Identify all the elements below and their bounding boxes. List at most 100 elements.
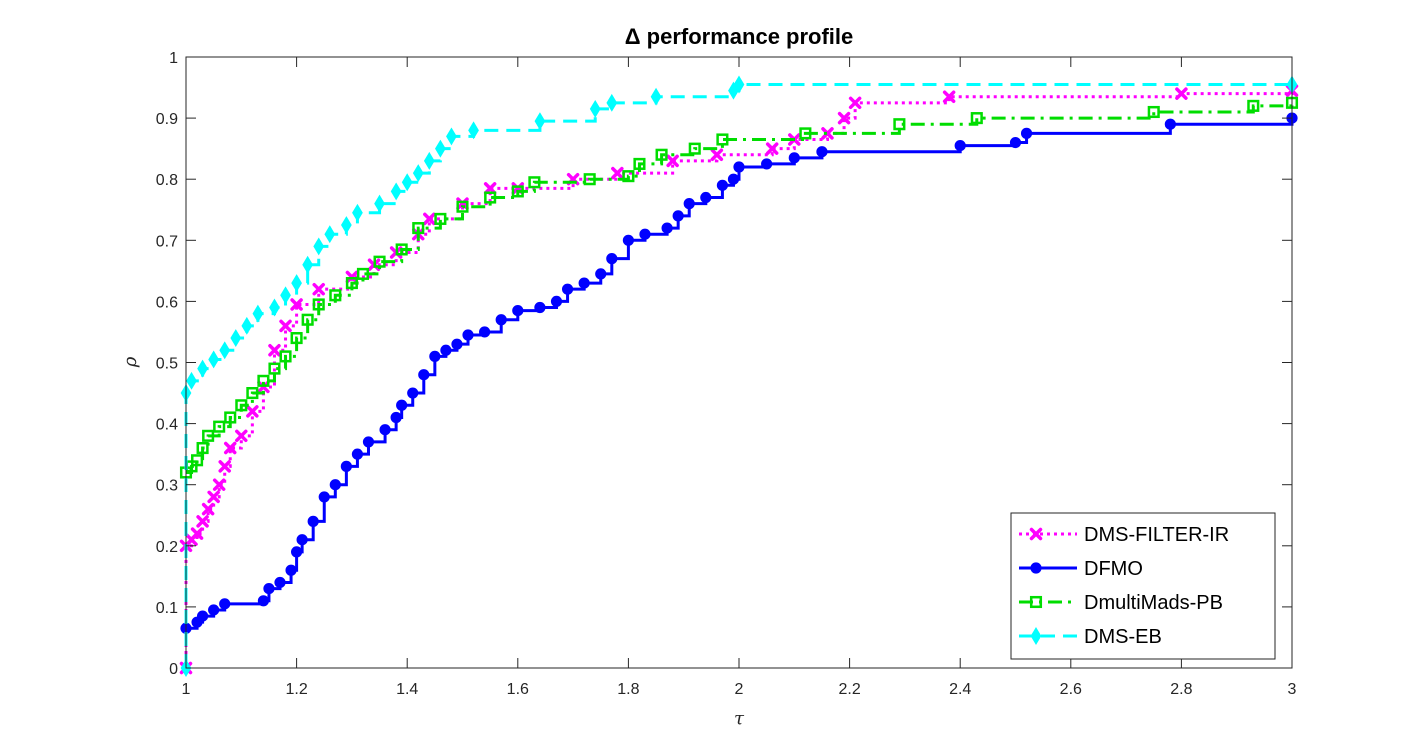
data-point-dfmo bbox=[534, 301, 546, 314]
legend-marker-dfmo bbox=[1030, 562, 1042, 574]
data-point-dfmo bbox=[407, 387, 419, 399]
data-point-dfmo bbox=[761, 158, 773, 170]
x-tick-label: 3 bbox=[1288, 681, 1297, 698]
legend-marker-dmultimads-pb bbox=[1029, 595, 1043, 609]
legend-entry-dms-eb: DMS-EB bbox=[1019, 626, 1162, 648]
data-point-dmultimads-pb bbox=[622, 170, 635, 183]
legend-label-dms-eb: DMS-EB bbox=[1084, 626, 1162, 648]
data-point-dms-eb bbox=[208, 350, 220, 369]
data-point-dms-filter-ir bbox=[290, 298, 303, 311]
y-tick-label: 0 bbox=[169, 661, 178, 678]
series-line-dmultimads-pb bbox=[186, 102, 1294, 474]
data-point-dms-filter-ir bbox=[312, 282, 325, 296]
data-point-dms-eb bbox=[186, 371, 197, 390]
data-point-dfmo bbox=[733, 161, 745, 173]
axes-layer: 1 1.2 1.4 1.6 1.8 2 2.2 2.4 2.6 2.8 3 0 0.1 0.2 0.3 0.4… bbox=[156, 50, 1297, 698]
y-tick-label: 0.4 bbox=[156, 417, 178, 434]
legend-label-dmultimads-pb: DmultiMads-PB bbox=[1084, 592, 1223, 614]
legend: DMS-FILTER-IR DFMO DmultiMads-PB DMS-EB bbox=[1010, 512, 1276, 660]
data-point-dmultimads-pb bbox=[246, 387, 259, 400]
data-point-dfmo bbox=[291, 546, 303, 558]
data-point-dfmo bbox=[318, 491, 330, 503]
data-point-dfmo bbox=[351, 448, 364, 460]
data-point-dms-eb bbox=[401, 173, 413, 192]
data-point-dmultimads-pb bbox=[688, 142, 701, 155]
data-point-dms-filter-ir bbox=[837, 111, 851, 125]
data-point-dmultimads-pb bbox=[191, 454, 204, 467]
data-point-dmultimads-pb bbox=[312, 298, 325, 311]
data-point-dfmo bbox=[429, 350, 441, 362]
data-point-dmultimads-pb bbox=[268, 362, 281, 375]
data-point-dfmo bbox=[578, 277, 590, 289]
data-point-dmultimads-pb bbox=[224, 411, 237, 424]
series-layer bbox=[179, 75, 1299, 677]
data-point-dms-eb bbox=[241, 316, 253, 335]
y-tick-label: 0.2 bbox=[156, 539, 178, 556]
data-point-dms-filter-ir bbox=[218, 460, 231, 473]
data-point-dfmo bbox=[208, 604, 220, 616]
data-point-dmultimads-pb bbox=[484, 191, 497, 204]
data-point-dms-filter-ir bbox=[611, 166, 624, 180]
data-point-dms-filter-ir bbox=[268, 344, 281, 357]
data-point-dmultimads-pb bbox=[290, 332, 303, 345]
data-point-dfmo bbox=[512, 304, 524, 317]
x-tick-label: 2.2 bbox=[838, 681, 860, 698]
data-point-dmultimads-pb bbox=[655, 148, 668, 161]
data-point-dfmo bbox=[196, 610, 209, 622]
data-point-dfmo bbox=[595, 268, 607, 280]
data-point-dfmo bbox=[390, 411, 402, 424]
data-point-dms-eb bbox=[374, 194, 385, 213]
y-tick-label: 0.8 bbox=[156, 172, 178, 189]
data-point-dfmo bbox=[495, 314, 507, 326]
data-point-dfmo bbox=[340, 460, 352, 472]
data-point-dms-filter-ir bbox=[666, 154, 679, 168]
legend-entry-dmultimads-pb: DmultiMads-PB bbox=[1019, 592, 1223, 614]
data-point-dms-eb bbox=[230, 329, 242, 348]
data-point-dfmo bbox=[296, 534, 308, 546]
data-point-dmultimads-pb bbox=[893, 118, 906, 131]
x-axis-label: τ bbox=[734, 708, 745, 729]
data-point-dfmo bbox=[1009, 136, 1022, 149]
data-point-dmultimads-pb bbox=[633, 157, 646, 170]
data-point-dfmo bbox=[954, 139, 966, 152]
data-point-dfmo bbox=[263, 582, 275, 595]
data-point-dms-filter-ir bbox=[196, 515, 209, 528]
y-tick-label: 0.1 bbox=[156, 600, 178, 617]
data-point-dms-eb bbox=[390, 182, 402, 201]
data-point-dfmo bbox=[219, 598, 231, 610]
data-point-dmultimads-pb bbox=[583, 173, 596, 186]
data-point-dfmo bbox=[1020, 127, 1033, 139]
data-point-dms-filter-ir bbox=[710, 148, 724, 162]
data-point-dms-filter-ir bbox=[257, 380, 270, 394]
data-point-dfmo bbox=[683, 198, 695, 210]
data-point-dfmo bbox=[561, 283, 574, 295]
data-point-dmultimads-pb bbox=[257, 374, 270, 387]
data-point-dms-eb bbox=[468, 121, 479, 140]
x-tick-label: 2.8 bbox=[1170, 681, 1192, 698]
legend-entry-dfmo: DFMO bbox=[1019, 558, 1143, 580]
data-point-dms-eb bbox=[340, 216, 352, 234]
series-dmultimads-pb bbox=[179, 96, 1299, 479]
data-point-dfmo bbox=[274, 576, 286, 589]
data-point-dms-filter-ir bbox=[765, 142, 779, 155]
data-point-dmultimads-pb bbox=[1147, 105, 1160, 119]
data-point-dmultimads-pb bbox=[196, 441, 209, 455]
legend-entry-dms-filter-ir: DMS-FILTER-IR bbox=[1019, 524, 1229, 546]
data-point-dms-eb bbox=[606, 93, 618, 112]
data-point-dms-filter-ir bbox=[456, 197, 469, 210]
x-tick-label: 1 bbox=[182, 681, 191, 698]
x-tick-label: 1.4 bbox=[396, 681, 418, 698]
data-point-dfmo bbox=[362, 436, 375, 448]
y-tick-label: 0.5 bbox=[156, 356, 178, 373]
data-point-dfmo bbox=[379, 424, 391, 436]
data-point-dms-filter-ir bbox=[235, 429, 248, 443]
data-point-dms-filter-ir bbox=[821, 127, 834, 140]
data-point-dms-eb bbox=[534, 112, 546, 131]
data-point-dmultimads-pb bbox=[395, 243, 408, 256]
data-point-dms-eb bbox=[269, 298, 280, 317]
data-point-dms-eb bbox=[435, 139, 446, 158]
data-point-dfmo bbox=[639, 228, 651, 240]
data-point-dfmo bbox=[440, 344, 452, 356]
x-tick-label: 2.6 bbox=[1060, 681, 1082, 698]
